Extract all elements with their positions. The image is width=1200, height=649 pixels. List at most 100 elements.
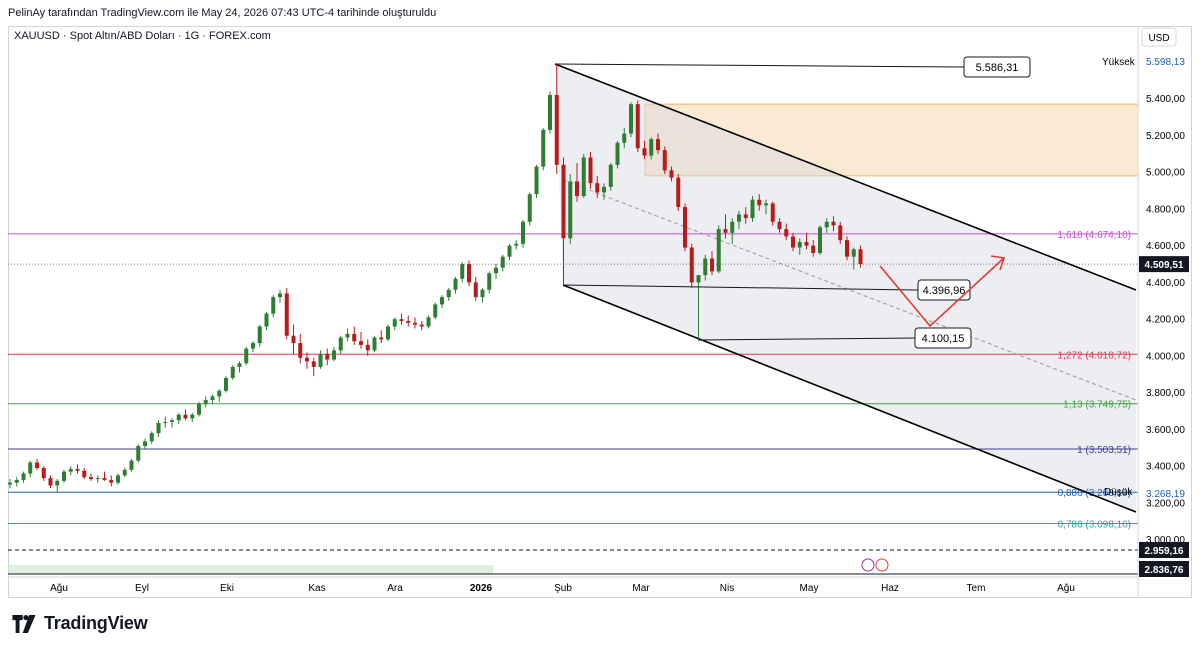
candle-body [777,221,782,230]
projection-arrow-head [990,255,1006,271]
candle-body [629,104,633,134]
candle-body [595,183,600,193]
candle-body [359,341,363,345]
y-tick-label: 4.800,00 [1146,204,1185,215]
x-tick-label: Tem [967,583,986,594]
x-tick-label: Kas [308,583,325,594]
candle-body [480,289,485,298]
fib-label: 1 (3.503,51) [1077,445,1131,456]
fib-label: 0,886 (3.268,19) [1058,488,1131,499]
x-tick-label: Nis [720,583,734,594]
candle-body [291,335,296,344]
candle-body [750,199,755,219]
candle-body [467,264,471,283]
candle-body [642,148,647,156]
candle-body [305,357,309,362]
price-tag-label: 2.959,16 [1145,546,1184,557]
currency-selector [1141,27,1177,47]
volume-strip [8,565,493,574]
candle-body [318,354,323,367]
candle-body [149,433,154,442]
candle-body [251,343,255,349]
candle-body [82,470,87,478]
candle-body [453,278,458,290]
x-tick-label: Şub [554,583,572,594]
candle-body [129,460,134,470]
candle-body [426,317,431,327]
candle-body [156,422,161,434]
candle-body [28,462,33,474]
candle-body [230,366,235,378]
candle-body [615,142,620,165]
candle-body [14,479,19,483]
candle-body [89,477,93,480]
candle-body [35,462,39,468]
candle-body [352,333,357,342]
candle-body [716,229,721,272]
price-chart[interactable]: 1,618 (4.674,10) 1,272 (4.018,72) 1,13 (3.… [0,0,1200,600]
candle-body [588,157,593,184]
candle-body [703,258,708,276]
candle-body [838,225,843,241]
candle-body [68,468,73,472]
x-tick-label: Ara [387,583,403,594]
candle-body [500,256,505,268]
candle-body [689,247,694,283]
candle-body [298,343,303,358]
candle-body [197,403,201,415]
tradingview-wordmark: TradingView [44,613,148,633]
tradingview-logo-icon [12,614,36,633]
candle-body [217,390,222,397]
candle-body [271,297,276,314]
candle-body [710,258,714,272]
y-tick-label: 4.600,00 [1146,241,1185,252]
low-value: 3.268,19 [1146,489,1185,500]
candle-body [284,293,289,336]
candle-body [21,473,26,480]
candle-body [95,478,100,480]
event-flag-icon [875,558,889,572]
candle-body [48,478,53,486]
callout-support: 4.396,96 [923,285,966,297]
y-tick-label: 4.200,00 [1146,315,1185,326]
event-icon [861,558,875,572]
candle-body [831,221,836,226]
candle-body [845,240,849,257]
callout-line [697,337,916,341]
x-tick-label: Mar [632,583,650,594]
candle-body [332,350,336,360]
projection-arrow [879,257,1005,328]
candle-body [143,441,147,446]
candle-body [784,229,789,237]
candle-body [743,214,748,219]
candle-body [62,471,66,481]
candle-body [264,313,269,327]
x-tick-label: Eyl [135,583,149,594]
symbol-title: XAUUSD · Spot Altın/ABD Doları · 1G · FO… [14,30,271,42]
candle-body [669,170,674,178]
price-tag [1139,561,1189,577]
candle-body [433,304,438,318]
fib-label: 1,272 (4.018,72) [1058,350,1131,361]
candle-body [278,293,282,298]
candle-body [554,94,559,165]
candle-body [237,363,242,367]
candle-body [338,337,343,351]
fib-label: 1,618 (4.674,10) [1058,230,1131,241]
supply-zone [644,103,1139,177]
candle-body [311,361,316,367]
candle-body [494,267,498,274]
channel-lower-line [562,284,1137,513]
y-tick-label: 3.600,00 [1146,425,1185,436]
candle-body [534,166,539,195]
callout-high: 5.586,31 [976,62,1019,74]
candle-body [8,482,12,485]
candle-body [183,414,188,419]
candle-body [473,282,478,298]
candle-body [696,275,701,283]
candle-body [379,337,384,340]
y-tick-label: 3.200,00 [1146,498,1185,509]
candle-body [723,229,728,233]
candle-body [170,420,174,423]
candle-body [764,203,768,206]
